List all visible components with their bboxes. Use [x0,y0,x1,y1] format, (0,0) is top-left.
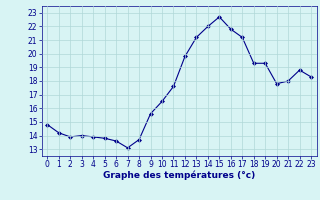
X-axis label: Graphe des températures (°c): Graphe des températures (°c) [103,171,255,180]
